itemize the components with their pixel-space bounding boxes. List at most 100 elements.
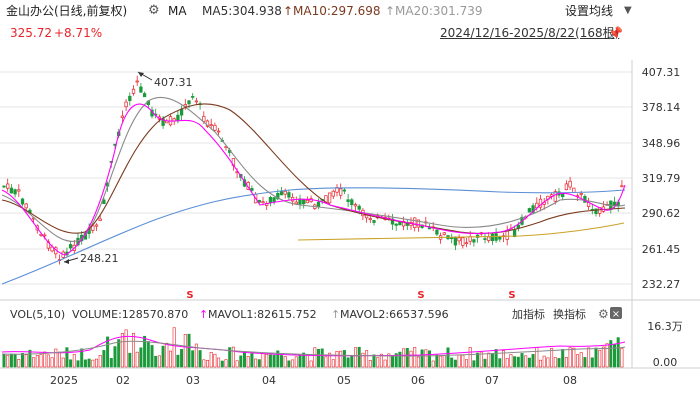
candlesticks xyxy=(2,75,624,265)
candle-body xyxy=(579,193,583,195)
volume-bar xyxy=(564,357,568,368)
volume-bar xyxy=(524,355,528,368)
candle-body xyxy=(13,189,17,195)
time-tick: 06 xyxy=(411,374,425,387)
volume-bar xyxy=(54,348,58,368)
volume-bar xyxy=(169,350,173,368)
volume-bar xyxy=(76,360,80,368)
candle-body xyxy=(276,192,280,200)
volume-bar xyxy=(254,358,258,368)
mavol1-value: MAVOL1:82615.752 xyxy=(208,308,317,321)
close-icon[interactable]: × xyxy=(610,307,622,320)
candle-body xyxy=(394,223,398,226)
volume-bar xyxy=(276,350,280,368)
candle-body xyxy=(353,204,358,207)
candle-body xyxy=(128,95,132,102)
volume-bar xyxy=(461,354,465,368)
volume-bar xyxy=(209,352,213,368)
candle-body xyxy=(568,180,572,188)
volume-bar xyxy=(598,349,602,368)
candle-body xyxy=(68,244,73,249)
ma20-arrow-icon: ↑ xyxy=(385,4,396,18)
volume-bar xyxy=(261,353,265,368)
candle-body xyxy=(6,183,10,189)
candle-body xyxy=(250,188,254,191)
moving-averages xyxy=(1,96,626,285)
candle-body xyxy=(179,108,184,116)
candle-body xyxy=(24,203,28,209)
volume-bar xyxy=(298,354,302,368)
candle-body xyxy=(2,185,6,188)
volume-bar xyxy=(476,352,480,368)
settings-ma-button[interactable]: 设置均线 xyxy=(565,4,614,18)
volume-bar xyxy=(509,354,513,368)
volume-bar xyxy=(601,346,605,368)
gear-icon[interactable]: ⚙ xyxy=(148,3,160,18)
candle-body xyxy=(427,227,432,230)
volume-bar xyxy=(457,354,461,368)
volume-bar xyxy=(516,356,520,368)
candle-body xyxy=(120,115,125,118)
volume-bar xyxy=(224,359,228,368)
volume-bar xyxy=(265,354,269,368)
volume-bar xyxy=(413,347,417,368)
volume-bar xyxy=(65,347,69,368)
mavol2-value: MAVOL2:66537.596 xyxy=(340,308,449,321)
candle-body xyxy=(327,192,332,204)
price-change: +8.71% xyxy=(54,26,103,40)
volume-bar xyxy=(246,356,250,368)
candle-body xyxy=(435,229,439,235)
pin-icon[interactable]: 📌 xyxy=(608,26,623,40)
volume-bar xyxy=(498,358,502,368)
gear-icon[interactable]: ⚙ xyxy=(598,307,609,321)
add-indicator-button[interactable]: 加指标 xyxy=(512,307,545,321)
volume-bar xyxy=(579,352,583,368)
volume-bar xyxy=(387,353,391,368)
volume-bar xyxy=(113,346,117,368)
candle-body xyxy=(191,96,195,98)
volume-bar xyxy=(102,350,106,368)
time-tick: 04 xyxy=(262,374,276,387)
volume-bar xyxy=(361,352,365,368)
candle-body xyxy=(442,232,446,235)
volume-bar xyxy=(442,355,446,368)
volume-bar xyxy=(342,350,346,368)
volume-bar xyxy=(487,352,491,368)
volume-bar xyxy=(6,354,10,368)
time-tick: 03 xyxy=(186,374,200,387)
volume-tick: 16.3万 xyxy=(647,320,683,333)
volume-bar xyxy=(172,327,176,368)
volume-bar xyxy=(50,357,54,368)
candle-body xyxy=(339,188,343,196)
current-price: 325.72 xyxy=(10,26,52,40)
volume-bar xyxy=(324,356,328,368)
volume-bar xyxy=(154,355,158,368)
signal-markers[interactable]: S S S xyxy=(186,290,515,301)
candle-body xyxy=(102,199,106,205)
volume-header: VOL(5,10) VOLUME:128570.870 ↑ MAVOL1:826… xyxy=(10,308,683,369)
volume-bar xyxy=(80,348,84,368)
volume-bar xyxy=(479,351,483,368)
candle-body xyxy=(279,191,284,196)
volume-bar xyxy=(501,350,505,368)
s-marker-icon: S xyxy=(417,290,424,301)
volume-bar xyxy=(95,358,99,368)
volume-bar xyxy=(357,346,361,368)
candle-body xyxy=(216,130,221,133)
volume-bar xyxy=(309,360,313,368)
indicator-buttons[interactable]: 加指标 换指标 ⚙ × xyxy=(512,307,622,321)
volume-bar xyxy=(305,354,309,368)
ma20-value: MA20:301.739 xyxy=(395,4,483,18)
chart-header: 金山办公(日线,前复权) ⚙ MA MA5:304.938 ↑ MA10:297… xyxy=(0,0,700,70)
chevron-down-icon[interactable]: ▼ xyxy=(624,5,632,16)
volume-bar xyxy=(527,357,531,368)
volume-bar xyxy=(376,357,380,368)
volume-bar xyxy=(2,354,6,368)
volume-bar xyxy=(117,339,121,368)
volume-bar xyxy=(372,354,376,368)
switch-indicator-button[interactable]: 换指标 xyxy=(553,307,586,321)
candle-body xyxy=(368,218,372,220)
time-axis: 2025 02 03 04 05 06 07 08 xyxy=(50,374,577,387)
date-range[interactable]: 2024/12/16-2025/8/22(168根) xyxy=(440,26,620,40)
